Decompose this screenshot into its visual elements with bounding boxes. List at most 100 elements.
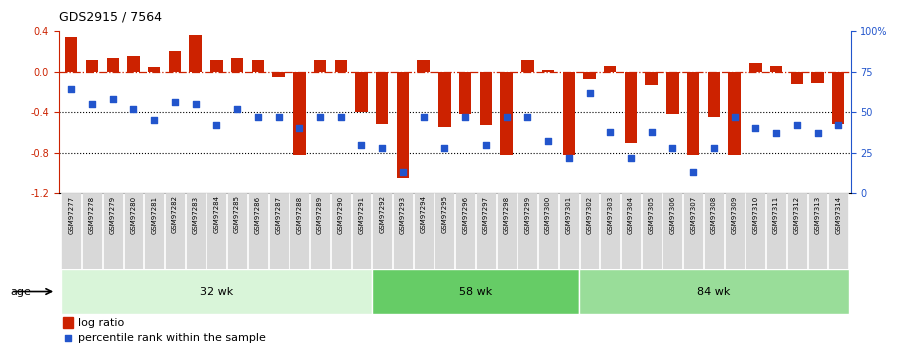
- Bar: [107, 58, 119, 71]
- Text: GSM97284: GSM97284: [214, 196, 219, 234]
- Bar: [168, 51, 181, 71]
- Text: GSM97295: GSM97295: [442, 196, 447, 234]
- Text: GSM97285: GSM97285: [234, 196, 240, 234]
- Text: GSM97288: GSM97288: [296, 196, 302, 234]
- Text: GSM97290: GSM97290: [338, 196, 344, 234]
- Text: GSM97278: GSM97278: [89, 196, 95, 234]
- Text: GSM97305: GSM97305: [649, 196, 654, 234]
- Bar: [708, 71, 720, 117]
- Text: GSM97303: GSM97303: [607, 196, 614, 234]
- Text: GSM97308: GSM97308: [711, 196, 717, 234]
- Text: GSM97304: GSM97304: [628, 196, 634, 234]
- Point: [395, 169, 410, 175]
- Point: [810, 130, 824, 136]
- Point: [541, 139, 556, 144]
- Bar: [459, 71, 472, 114]
- FancyBboxPatch shape: [725, 193, 745, 269]
- Point: [188, 101, 203, 107]
- FancyBboxPatch shape: [144, 193, 164, 269]
- Bar: [335, 60, 347, 71]
- FancyBboxPatch shape: [538, 193, 558, 269]
- Point: [364, 265, 378, 270]
- Text: GSM97281: GSM97281: [151, 196, 157, 234]
- FancyBboxPatch shape: [746, 193, 766, 269]
- FancyBboxPatch shape: [642, 193, 662, 269]
- Point: [64, 87, 79, 92]
- Bar: [314, 60, 326, 71]
- Text: GSM97310: GSM97310: [752, 196, 758, 234]
- Bar: [563, 71, 575, 155]
- Text: GSM97291: GSM97291: [358, 196, 365, 234]
- FancyBboxPatch shape: [62, 193, 81, 269]
- Bar: [604, 66, 616, 71]
- Text: GSM97292: GSM97292: [379, 196, 386, 234]
- FancyBboxPatch shape: [579, 193, 599, 269]
- Point: [769, 130, 784, 136]
- Point: [334, 114, 348, 120]
- FancyBboxPatch shape: [82, 193, 102, 269]
- Text: GSM97299: GSM97299: [524, 196, 530, 234]
- Text: GSM97312: GSM97312: [794, 196, 800, 234]
- Bar: [356, 71, 367, 112]
- FancyBboxPatch shape: [310, 193, 330, 269]
- Bar: [210, 60, 223, 71]
- Point: [354, 142, 368, 147]
- Bar: [832, 71, 844, 124]
- Point: [500, 114, 514, 120]
- Text: GSM97302: GSM97302: [586, 196, 593, 234]
- FancyBboxPatch shape: [786, 193, 806, 269]
- Text: GSM97300: GSM97300: [545, 196, 551, 234]
- Point: [106, 96, 120, 102]
- Bar: [584, 71, 595, 79]
- Text: GSM97311: GSM97311: [773, 196, 779, 234]
- Bar: [293, 71, 306, 155]
- FancyBboxPatch shape: [248, 193, 268, 269]
- FancyBboxPatch shape: [828, 193, 848, 269]
- Text: age: age: [11, 287, 32, 296]
- Bar: [417, 60, 430, 71]
- FancyBboxPatch shape: [61, 269, 372, 314]
- Point: [167, 100, 182, 105]
- FancyBboxPatch shape: [372, 193, 392, 269]
- FancyBboxPatch shape: [579, 269, 849, 314]
- FancyBboxPatch shape: [476, 193, 496, 269]
- FancyBboxPatch shape: [600, 193, 620, 269]
- FancyBboxPatch shape: [351, 193, 371, 269]
- Point: [520, 114, 535, 120]
- FancyBboxPatch shape: [683, 193, 703, 269]
- Point: [624, 155, 638, 160]
- Text: 58 wk: 58 wk: [459, 287, 492, 296]
- Bar: [645, 71, 658, 85]
- Point: [748, 126, 763, 131]
- FancyBboxPatch shape: [767, 193, 786, 269]
- Point: [416, 114, 431, 120]
- Point: [126, 106, 140, 112]
- Point: [375, 145, 389, 150]
- Text: GSM97301: GSM97301: [566, 196, 572, 234]
- Text: GSM97309: GSM97309: [731, 196, 738, 234]
- Point: [665, 145, 680, 150]
- Text: percentile rank within the sample: percentile rank within the sample: [78, 333, 266, 343]
- Bar: [687, 71, 700, 155]
- Text: GSM97289: GSM97289: [317, 196, 323, 234]
- FancyBboxPatch shape: [414, 193, 433, 269]
- Point: [686, 169, 700, 175]
- Bar: [396, 71, 409, 178]
- FancyBboxPatch shape: [518, 193, 538, 269]
- Bar: [521, 60, 534, 71]
- Point: [251, 114, 265, 120]
- Point: [230, 106, 244, 112]
- Bar: [624, 71, 637, 142]
- Bar: [666, 71, 679, 114]
- Point: [272, 114, 286, 120]
- Text: GSM97286: GSM97286: [255, 196, 261, 234]
- Text: GSM97296: GSM97296: [462, 196, 468, 234]
- FancyBboxPatch shape: [497, 193, 517, 269]
- Bar: [729, 71, 741, 155]
- Point: [313, 114, 328, 120]
- Text: GSM97314: GSM97314: [835, 196, 842, 234]
- Text: GSM97280: GSM97280: [130, 196, 137, 234]
- Bar: [231, 58, 243, 71]
- Bar: [770, 66, 782, 71]
- Text: log ratio: log ratio: [78, 318, 124, 328]
